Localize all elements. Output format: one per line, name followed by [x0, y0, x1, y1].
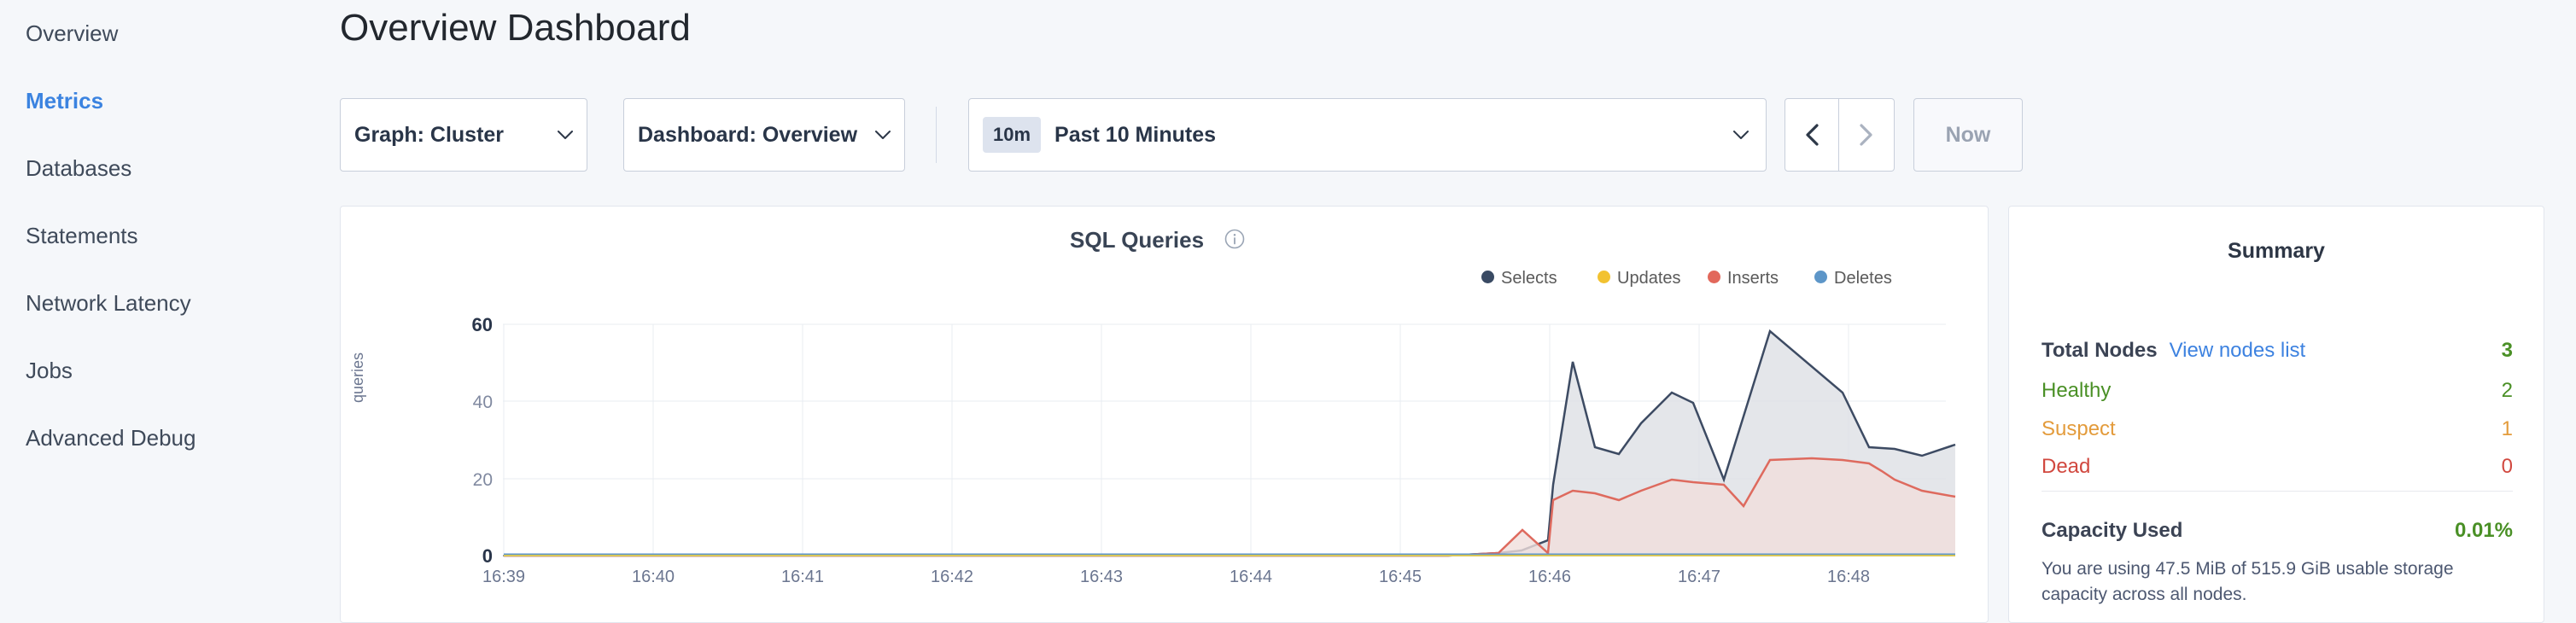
svg-text:16:47: 16:47	[1678, 568, 1720, 586]
svg-text:16:40: 16:40	[632, 568, 675, 586]
svg-text:16:41: 16:41	[781, 568, 824, 586]
svg-text:16:48: 16:48	[1827, 568, 1870, 586]
svg-text:0: 0	[482, 545, 493, 567]
svg-text:16:46: 16:46	[1528, 568, 1571, 586]
svg-text:16:45: 16:45	[1379, 568, 1422, 586]
svg-text:40: 40	[473, 393, 493, 412]
svg-text:20: 20	[473, 470, 493, 490]
svg-text:16:44: 16:44	[1230, 568, 1272, 586]
svg-text:16:39: 16:39	[482, 568, 525, 586]
svg-text:16:42: 16:42	[931, 568, 973, 586]
svg-text:60: 60	[472, 314, 493, 335]
svg-text:16:43: 16:43	[1080, 568, 1123, 586]
